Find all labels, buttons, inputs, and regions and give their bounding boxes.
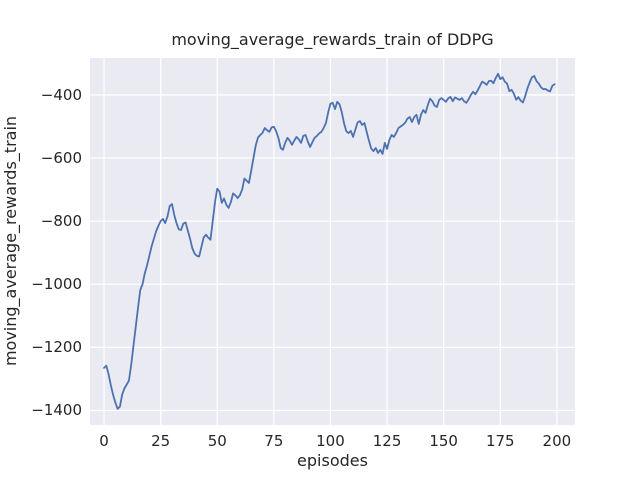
y-tick-label: −1400: [31, 401, 82, 420]
x-tick-label: 100: [316, 432, 345, 450]
x-tick-label: 25: [151, 432, 171, 450]
x-tick-label: 50: [207, 432, 227, 450]
x-axis-label: episodes: [297, 451, 368, 470]
y-tick-label: −400: [40, 85, 82, 104]
plot-area: [90, 58, 575, 425]
y-tick-label: −1200: [31, 338, 82, 357]
x-tick-label: 125: [372, 432, 402, 450]
chart-title: moving_average_rewards_train of DDPG: [171, 30, 494, 49]
x-tick-label: 150: [429, 432, 458, 450]
x-tick-label: 75: [264, 432, 284, 450]
y-tick-label: −600: [40, 149, 82, 168]
x-tick-label: 175: [485, 432, 515, 450]
y-axis-label: moving_average_rewards_train: [1, 116, 21, 366]
plot-background: [90, 58, 575, 425]
x-tick-label: 0: [99, 432, 109, 450]
y-tick-label: −1000: [31, 275, 82, 294]
x-tick-label: 200: [542, 432, 572, 450]
y-tick-label: −800: [40, 212, 82, 231]
data-line: [103, 72, 556, 410]
